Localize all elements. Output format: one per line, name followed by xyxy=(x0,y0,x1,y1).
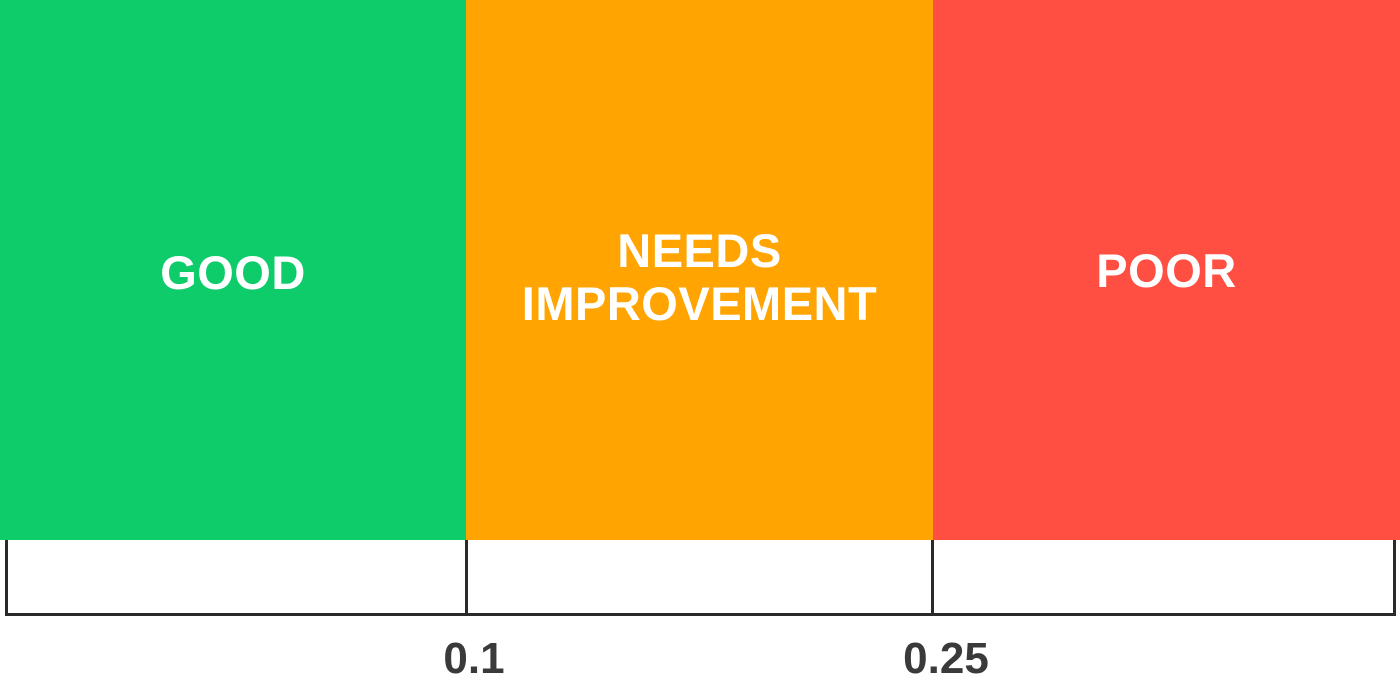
band-poor-label: POOR xyxy=(1096,243,1237,297)
axis-tick-label-1: 0.1 xyxy=(443,634,505,683)
band-good: GOOD xyxy=(0,0,466,540)
axis-tick-good-needs xyxy=(465,540,468,616)
axis-baseline xyxy=(5,613,1396,616)
band-poor: POOR xyxy=(933,0,1400,540)
axis-tick-label-2: 0.25 xyxy=(903,634,989,683)
axis-tick-end xyxy=(1393,540,1396,616)
band-needs-improvement-label: NEEDS IMPROVEMENT xyxy=(522,224,877,330)
axis-tick-needs-poor xyxy=(931,540,934,616)
band-needs-improvement: NEEDS IMPROVEMENT xyxy=(466,0,933,540)
band-good-label: GOOD xyxy=(160,245,306,299)
axis-tick-start xyxy=(5,540,8,616)
band-needs-improvement-label-text: NEEDS IMPROVEMENT xyxy=(521,224,878,330)
